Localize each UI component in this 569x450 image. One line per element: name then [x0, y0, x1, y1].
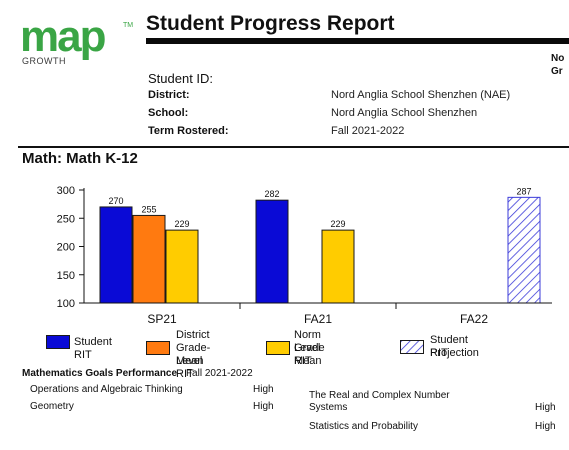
goals-heading-bold: Mathematics Goals Performance: [22, 368, 178, 379]
legend-label-district-line3: Mean RIT: [176, 355, 204, 380]
school-label: School:: [148, 107, 189, 119]
legend-swatch-projection: [400, 340, 424, 354]
goal-name-geometry: Geometry: [30, 401, 74, 412]
legend-label-district-line1: District: [176, 329, 210, 341]
goal-value-real-complex: High: [535, 402, 556, 413]
chart-bars: 270 255 229 282 229 287: [99, 186, 541, 304]
student-id-label: Student ID:: [148, 71, 214, 86]
y-axis: 100 150 200 250 300: [57, 185, 85, 310]
y-tick-label-250: 250: [57, 213, 75, 225]
clipped-header-text-1: No: [551, 53, 565, 64]
goal-value-operations: High: [253, 384, 274, 395]
goal-value-geometry: High: [253, 401, 274, 412]
legend-label-norm-line3: RIT: [294, 355, 312, 367]
goal-value-statistics: High: [535, 421, 556, 432]
x-axis: SP21 FA21 FA22: [84, 302, 552, 326]
x-category-label-fa21: FA21: [304, 312, 332, 326]
legend-label-norm-line1: Norm Grade: [294, 329, 325, 354]
data-label-student-rit-fa21: 282: [264, 189, 279, 199]
district-label: District:: [148, 89, 190, 101]
bar-student-rit-fa21: [255, 199, 289, 304]
legend-label-projection-line1: Student RIT: [430, 334, 468, 359]
goals-heading: Mathematics Goals Performance - Fall 202…: [22, 368, 253, 379]
x-category-label-sp21: SP21: [147, 312, 177, 326]
data-label-projection-fa22: 287: [516, 186, 531, 196]
section-title: Math: Math K-12: [22, 150, 138, 167]
goal-name-real-complex-line1: The Real and Complex Number: [309, 390, 450, 401]
district-value: Nord Anglia School Shenzhen (NAE): [331, 89, 511, 101]
bar-norm-mean-fa21: [321, 229, 355, 304]
legend-swatch-norm-mean: [266, 341, 290, 355]
legend-label-student-rit: Student RIT: [74, 336, 112, 361]
legend-swatch-student-rit: [46, 335, 70, 349]
goals-heading-term: - Fall 2021-2022: [177, 368, 253, 379]
logo-subtitle: GROWTH: [22, 56, 66, 66]
y-tick-label-300: 300: [57, 185, 75, 197]
logo-trademark: TM: [123, 22, 134, 29]
y-tick-label-150: 150: [57, 270, 75, 282]
title-divider: [146, 38, 569, 44]
bar-norm-mean-sp21: [165, 229, 199, 304]
y-tick-label-200: 200: [57, 242, 75, 254]
rit-bar-chart: 100 150 200 250 300 270 255 229 282 229 287 SP21 F…: [57, 185, 552, 326]
section-divider: [18, 146, 569, 148]
legend-swatch-district-mean: [146, 341, 170, 355]
goal-name-real-complex-line2: Systems: [309, 402, 348, 413]
term-rostered-label: Term Rostered:: [148, 125, 229, 137]
goal-name-operations: Operations and Algebraic Thinking: [30, 384, 183, 395]
logo-wordmark: map: [20, 12, 106, 61]
goal-name-statistics: Statistics and Probability: [309, 421, 418, 432]
map-growth-logo: map TM GROWTH: [20, 12, 134, 68]
bar-student-rit-sp21: [99, 206, 133, 304]
bar-projection-fa22: [507, 196, 541, 304]
term-rostered-value: Fall 2021-2022: [331, 125, 405, 137]
legend-label-projection-line2: Projection: [430, 347, 479, 359]
y-tick-label-100: 100: [57, 298, 75, 310]
x-category-label-fa22: FA22: [460, 312, 488, 326]
data-label-norm-mean-sp21: 229: [174, 219, 189, 229]
data-label-district-mean-sp21: 255: [141, 204, 156, 214]
data-label-norm-mean-fa21: 229: [330, 219, 345, 229]
bar-district-mean-sp21: [132, 214, 166, 304]
legend-label-district-line2: Grade-Level: [176, 342, 211, 367]
school-value: Nord Anglia School Shenzhen: [331, 107, 478, 119]
data-label-student-rit-sp21: 270: [108, 196, 123, 206]
clipped-header-text-2: Gr: [551, 66, 563, 77]
legend-label-norm-line2: Level Mean: [294, 342, 322, 367]
page-title: Student Progress Report: [146, 12, 395, 35]
